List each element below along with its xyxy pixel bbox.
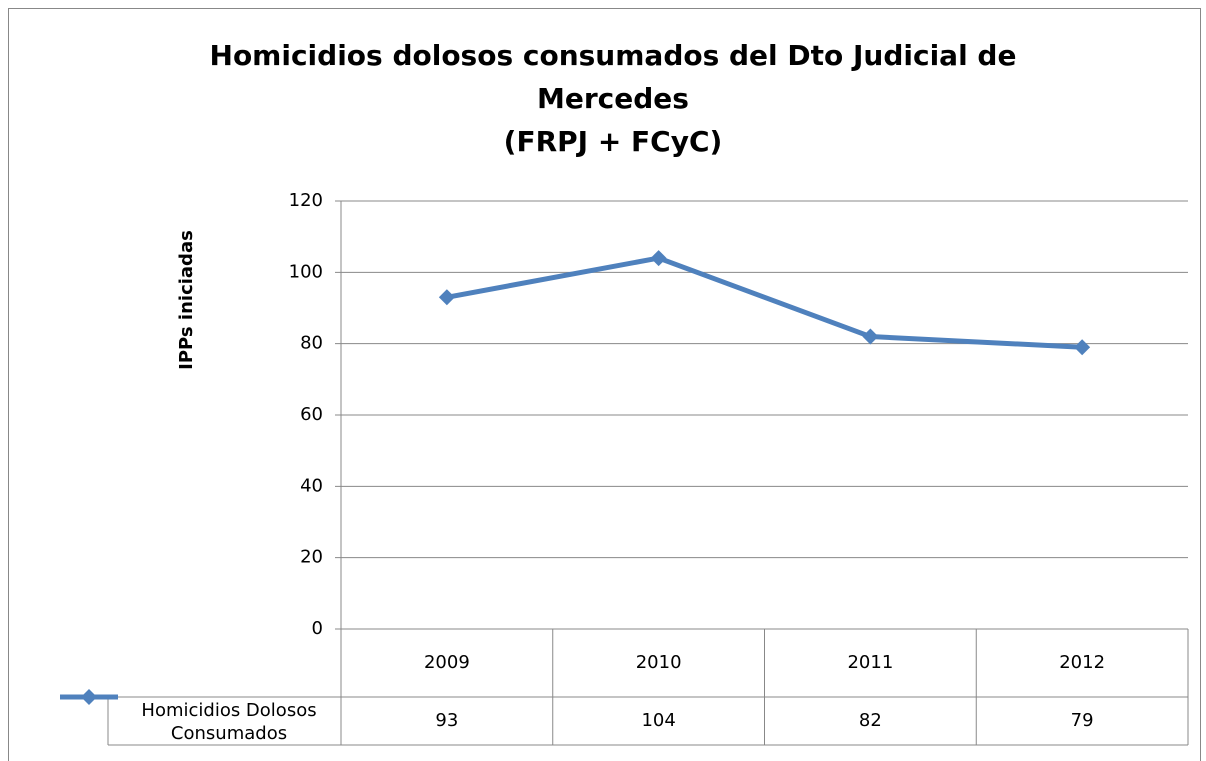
marker	[438, 289, 455, 306]
marker	[1074, 339, 1091, 356]
y-tick-label: 40	[300, 475, 323, 496]
legend-label: Homicidios Dolosos Consumados	[141, 700, 317, 744]
chart-title: Homicidios dolosos consumados del Dto Ju…	[210, 39, 1017, 72]
table-value: 104	[641, 710, 675, 731]
legend-marker	[81, 689, 97, 705]
x-tick-label: 2009	[424, 652, 470, 673]
y-tick-label: 60	[300, 404, 323, 425]
y-tick-label: 0	[312, 618, 323, 639]
y-tick-label: 80	[300, 333, 323, 354]
x-tick-label: 2011	[847, 652, 893, 673]
marker	[862, 328, 879, 345]
y-axis-label: IPPs iniciadas	[176, 230, 197, 370]
y-tick-label: 120	[289, 190, 323, 211]
y-tick-label: 100	[289, 261, 323, 282]
line-series	[446, 255, 1083, 350]
x-tick-label: 2010	[636, 652, 682, 673]
table-value: 82	[859, 710, 882, 731]
chart-title: (FRPJ + FCyC)	[504, 125, 723, 158]
table-value: 79	[1071, 710, 1094, 731]
chart-border	[8, 8, 1201, 761]
x-tick-label: 2012	[1059, 652, 1105, 673]
y-tick-label: 20	[300, 547, 323, 568]
marker	[650, 250, 667, 267]
table-value: 93	[435, 710, 458, 731]
chart-title: Mercedes	[537, 82, 689, 115]
